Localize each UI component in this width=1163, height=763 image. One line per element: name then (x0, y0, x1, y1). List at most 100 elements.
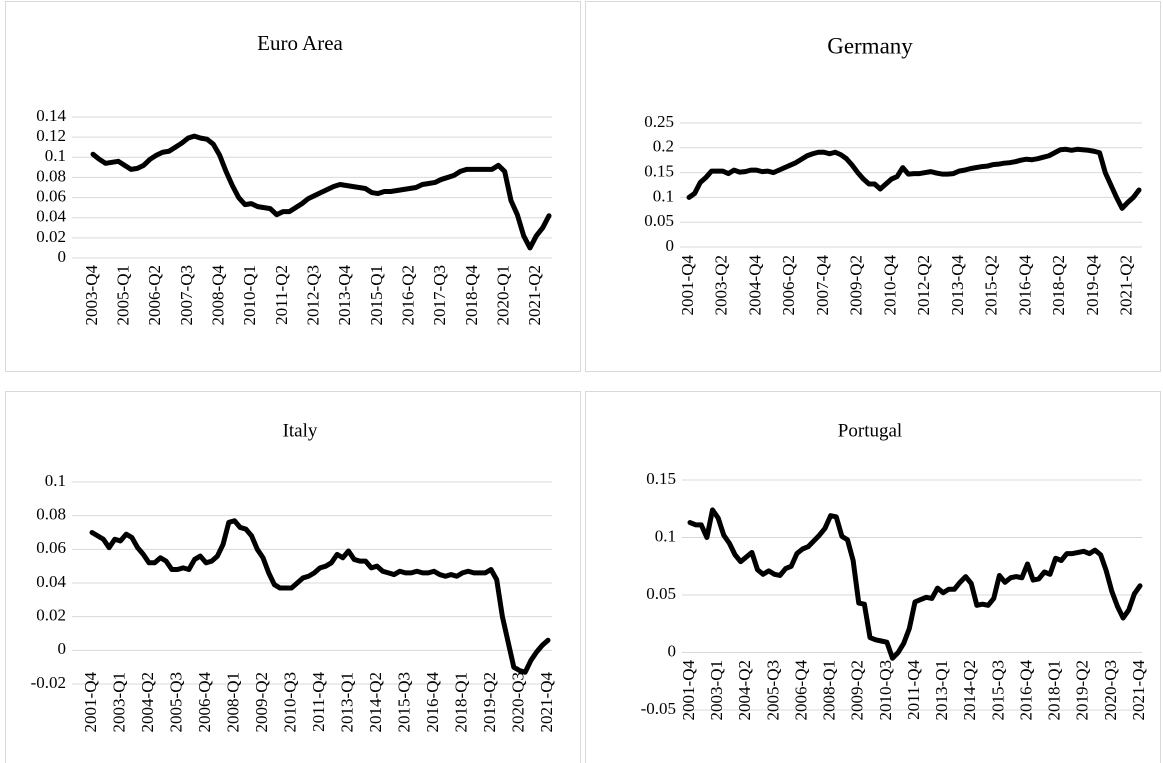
x-tick-label: 2003-Q2 (712, 255, 731, 315)
x-tick-label: 2006-Q4 (195, 672, 214, 733)
x-tick-label: 2013-Q4 (335, 265, 354, 326)
y-tick-label: 0.04 (36, 572, 66, 591)
x-tick-label: 2018-Q2 (1049, 255, 1068, 315)
x-tick-label: 2009-Q2 (848, 660, 867, 720)
x-tick-label: 2003-Q1 (109, 672, 128, 732)
x-tick-label: 2010-Q1 (240, 265, 259, 325)
x-tick-label: 2021-Q4 (537, 672, 556, 733)
x-tick-label: 2018-Q1 (451, 672, 470, 732)
x-tick-label: 2021-Q2 (525, 265, 544, 325)
x-tick-label: 2019-Q4 (1083, 255, 1102, 316)
x-tick-label: 2016-Q4 (423, 672, 442, 733)
x-tick-label: 2021-Q2 (1117, 255, 1136, 315)
y-tick-label: 0 (58, 247, 67, 266)
x-tick-label: 2014-Q2 (960, 660, 979, 720)
data-line (89, 518, 551, 675)
x-tick-label: 2010-Q4 (880, 255, 899, 316)
x-tick-label: 2017-Q3 (430, 265, 449, 325)
y-tick-label: 0.1 (653, 186, 674, 205)
x-tick-label: 2018-Q1 (1045, 660, 1064, 720)
x-tick-label: 2011-Q4 (904, 660, 923, 720)
x-tick-label: 2006-Q2 (779, 255, 798, 315)
x-tick-label: 2010-Q3 (280, 672, 299, 732)
x-tick-label: 2011-Q4 (309, 672, 328, 732)
y-tick-label: 0.15 (646, 469, 676, 488)
x-tick-label: 2009-Q2 (252, 672, 271, 732)
x-tick-label: 2013-Q1 (932, 660, 951, 720)
x-tick-label: 2014-Q2 (366, 672, 385, 732)
x-tick-label: 2016-Q4 (1015, 255, 1034, 316)
x-tick-label: 2001-Q4 (678, 255, 697, 316)
chart-title: Germany (827, 33, 913, 58)
y-tick-label: 0.08 (36, 166, 66, 185)
x-tick-label: 2003-Q1 (707, 660, 726, 720)
x-tick-label: 2007-Q3 (177, 265, 196, 325)
x-tick-label: 2011-Q2 (272, 265, 291, 325)
x-tick-label: 2015-Q3 (988, 660, 1007, 720)
x-tick-label: 2020-Q3 (508, 672, 527, 732)
x-tick-label: 2019-Q2 (1073, 660, 1092, 720)
y-tick-label: 0.14 (36, 106, 66, 125)
y-tick-label: 0.25 (644, 112, 674, 131)
y-tick-label: 0.2 (653, 137, 674, 156)
x-tick-label: 2012-Q2 (914, 255, 933, 315)
x-tick-label: 2005-Q1 (114, 265, 133, 325)
y-tick-label: 0.06 (36, 538, 66, 557)
x-tick-label: 2001-Q4 (679, 660, 698, 721)
chart-title: Portugal (838, 420, 902, 441)
x-tick-label: 2008-Q1 (820, 660, 839, 720)
x-tick-label: 2015-Q1 (367, 265, 386, 325)
x-tick-label: 2012-Q3 (304, 265, 323, 325)
panel (5, 1, 581, 372)
x-tick-label: 2015-Q3 (394, 672, 413, 732)
x-tick-label: 2007-Q4 (813, 255, 832, 316)
y-tick-label: 0 (58, 639, 67, 658)
y-tick-label: 0 (668, 641, 677, 660)
x-tick-label: 2005-Q3 (763, 660, 782, 720)
y-tick-label: 0.1 (655, 526, 676, 545)
x-tick-label: 2004-Q2 (138, 672, 157, 732)
y-tick-label: 0.1 (45, 471, 66, 490)
chart-title: Italy (283, 420, 318, 441)
y-tick-label: 0.05 (644, 211, 674, 230)
y-tick-label: -0.02 (31, 673, 66, 692)
x-tick-label: 2005-Q3 (166, 672, 185, 732)
x-tick-label: 2016-Q4 (1016, 660, 1035, 721)
data-line (686, 146, 1142, 211)
x-tick-label: 2008-Q1 (223, 672, 242, 732)
x-tick-label: 2015-Q2 (982, 255, 1001, 315)
y-tick-label: 0.08 (36, 505, 66, 524)
x-tick-label: 2016-Q2 (399, 265, 418, 325)
x-tick-label: 2019-Q2 (480, 672, 499, 732)
x-tick-label: 2013-Q4 (948, 255, 967, 316)
x-tick-label: 2013-Q1 (337, 672, 356, 732)
x-tick-label: 2006-Q2 (145, 265, 164, 325)
y-tick-label: 0.1 (45, 146, 66, 165)
y-tick-label: -0.05 (641, 699, 676, 718)
y-tick-label: 0.15 (644, 162, 674, 181)
x-tick-label: 2010-Q3 (876, 660, 895, 720)
x-tick-label: 2006-Q4 (791, 660, 810, 721)
x-tick-label: 2009-Q2 (847, 255, 866, 315)
x-tick-label: 2018-Q4 (462, 265, 481, 326)
data-line (90, 133, 552, 251)
x-tick-label: 2004-Q4 (745, 255, 764, 316)
panel (5, 391, 581, 763)
x-tick-label: 2004-Q2 (735, 660, 754, 720)
y-tick-label: 0.06 (36, 186, 66, 205)
y-tick-label: 0.02 (36, 227, 66, 246)
x-tick-label: 2020-Q1 (494, 265, 513, 325)
x-tick-label: 2001-Q4 (81, 672, 100, 733)
y-tick-label: 0.02 (36, 606, 66, 625)
y-tick-label: 0.12 (36, 126, 66, 145)
x-tick-label: 2008-Q4 (209, 265, 228, 326)
x-tick-label: 2020-Q3 (1101, 660, 1120, 720)
y-tick-label: 0.05 (646, 584, 676, 603)
chart-title: Euro Area (257, 31, 343, 55)
x-tick-label: 2003-Q4 (82, 265, 101, 326)
panel (585, 391, 1161, 763)
y-tick-label: 0.04 (36, 207, 66, 226)
data-line (687, 507, 1143, 661)
x-tick-label: 2021-Q4 (1129, 660, 1148, 721)
